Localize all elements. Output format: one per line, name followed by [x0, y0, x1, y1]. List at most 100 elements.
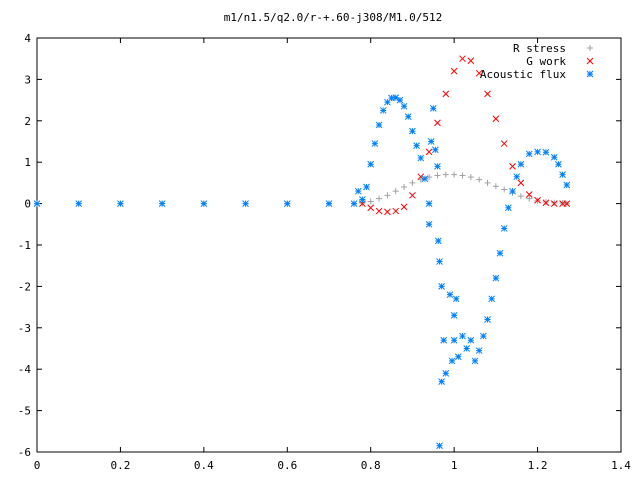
data-point — [354, 187, 362, 195]
data-point — [436, 258, 443, 265]
data-point — [371, 140, 379, 147]
y-tick-label: -3 — [18, 322, 31, 335]
data-point — [459, 172, 466, 179]
series-acoustic-flux — [33, 94, 571, 450]
data-point — [451, 171, 458, 178]
data-point — [550, 153, 558, 161]
y-tick-label: 0 — [24, 198, 31, 211]
data-point — [551, 199, 558, 206]
data-point — [417, 154, 425, 162]
data-point — [517, 193, 524, 200]
data-point — [509, 162, 516, 170]
data-point — [384, 208, 391, 216]
data-point — [242, 200, 249, 207]
data-point — [367, 160, 375, 168]
x-tick-label: 0.4 — [194, 459, 214, 472]
data-point — [438, 283, 445, 290]
data-point — [117, 200, 124, 207]
data-point — [434, 119, 441, 127]
data-point — [492, 115, 500, 123]
data-point — [434, 237, 442, 245]
data-point — [200, 200, 208, 207]
y-tick-label: -4 — [18, 363, 32, 376]
data-point — [450, 67, 458, 75]
legend-label: G work — [526, 55, 566, 68]
data-point — [542, 198, 549, 205]
y-tick-label: -2 — [18, 280, 31, 293]
x-tick-label: 0 — [34, 459, 41, 472]
data-point — [542, 148, 550, 156]
data-point — [429, 105, 437, 112]
x-tick-label: 0.2 — [110, 459, 130, 472]
data-point — [534, 196, 541, 204]
data-point — [459, 55, 466, 63]
data-point — [434, 162, 441, 170]
y-tick-label: -6 — [18, 446, 31, 459]
data-point — [526, 195, 533, 202]
y-tick-label: 1 — [24, 156, 31, 169]
data-point — [409, 127, 416, 135]
data-point — [509, 187, 516, 195]
data-point — [559, 171, 566, 178]
data-point — [404, 113, 412, 121]
data-point — [475, 347, 483, 354]
data-point — [500, 225, 508, 232]
data-point — [467, 174, 474, 181]
data-point — [500, 140, 508, 147]
data-point — [542, 199, 550, 207]
x-tick-label: 1.4 — [611, 459, 631, 472]
y-tick-label: 4 — [24, 32, 31, 45]
data-point — [484, 90, 491, 98]
data-point — [75, 200, 83, 207]
data-point — [496, 249, 504, 257]
data-point — [452, 295, 460, 303]
data-point — [392, 94, 400, 101]
data-point — [446, 291, 454, 299]
series-g-work — [359, 55, 571, 216]
data-point — [448, 357, 456, 365]
data-point — [450, 312, 458, 319]
data-point — [442, 171, 449, 178]
legend-marker — [586, 57, 594, 65]
data-point — [436, 442, 443, 450]
data-point — [479, 332, 487, 340]
data-point — [409, 191, 416, 199]
data-point — [555, 160, 562, 168]
data-point — [388, 94, 395, 102]
data-point — [442, 90, 450, 98]
data-point — [484, 316, 491, 323]
data-point — [467, 336, 475, 344]
data-point — [427, 138, 435, 145]
data-point — [513, 173, 521, 181]
data-point — [425, 148, 433, 156]
y-tick-label: 3 — [24, 73, 31, 86]
legend-marker — [587, 45, 593, 51]
data-point — [396, 96, 404, 104]
y-tick-label: -1 — [18, 239, 31, 252]
data-point — [450, 336, 458, 344]
data-point — [400, 203, 408, 211]
x-tick-label: 1.2 — [528, 459, 548, 472]
x-tick-label: 0.8 — [361, 459, 381, 472]
data-point — [417, 176, 424, 183]
data-point — [425, 200, 433, 207]
chart-title: m1/n1.5/q2.0/r-+.60-j308/M1.0/512 — [224, 11, 443, 24]
data-point — [471, 357, 479, 365]
x-tick-label: 0.6 — [277, 459, 297, 472]
legend-marker — [586, 70, 594, 78]
data-point — [384, 192, 391, 199]
data-point — [379, 107, 387, 114]
data-point — [392, 188, 399, 195]
data-point — [440, 336, 448, 344]
data-point — [459, 332, 466, 340]
data-point — [434, 172, 441, 179]
data-point — [359, 196, 366, 203]
data-point — [376, 195, 383, 202]
data-point — [517, 179, 525, 187]
data-point — [492, 183, 499, 190]
data-point — [475, 69, 483, 77]
data-point — [350, 200, 358, 207]
axes: 0 0.2 0.4 0.6 0.8 1 1.2 1.4 4 3 2 1 0 -1 -2 -3 -4 -5 -6 — [18, 32, 632, 472]
